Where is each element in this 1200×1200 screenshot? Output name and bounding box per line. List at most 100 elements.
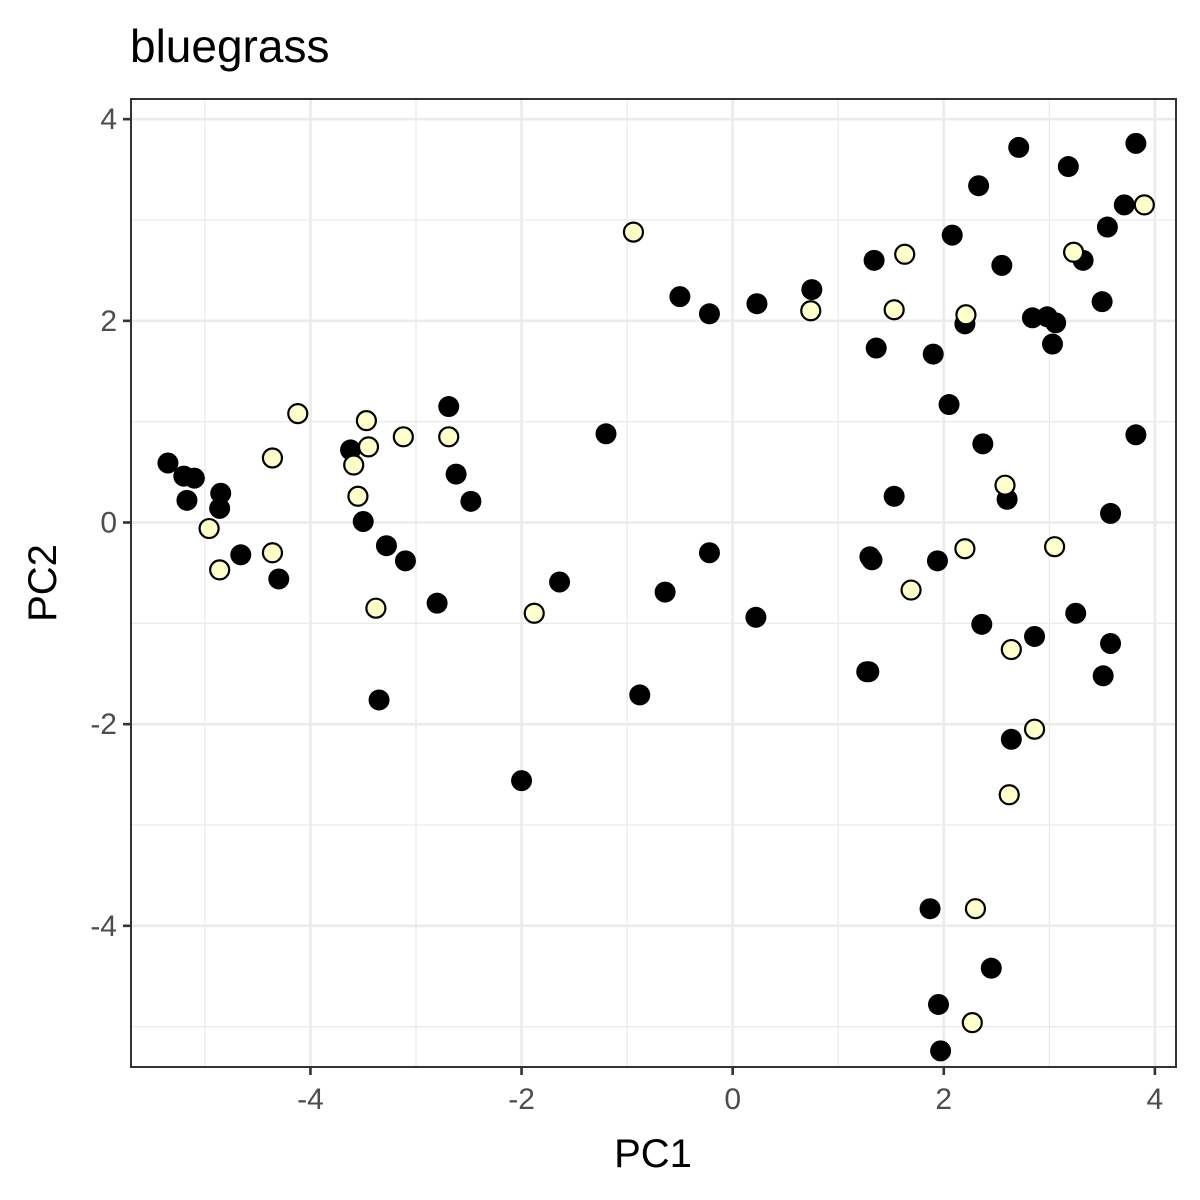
data-point-light xyxy=(1133,194,1155,216)
x-tick-label: -4 xyxy=(297,1083,324,1116)
data-point-dark xyxy=(883,485,905,507)
data-point-light xyxy=(261,542,284,564)
data-point-dark xyxy=(1113,194,1135,216)
y-tick-label: 4 xyxy=(100,103,117,136)
x-axis-title: PC1 xyxy=(614,1132,692,1176)
data-point-light xyxy=(883,299,905,321)
data-point-light xyxy=(998,784,1020,806)
data-point-dark xyxy=(858,661,880,683)
data-point-light xyxy=(365,597,387,619)
data-point-dark xyxy=(698,303,720,325)
data-point-dark xyxy=(746,293,768,315)
major-gridlines xyxy=(131,99,1176,1067)
y-tick-label: -2 xyxy=(90,708,117,741)
data-point-dark xyxy=(972,433,994,455)
data-point-light xyxy=(523,602,545,624)
data-point-dark xyxy=(801,279,823,301)
data-point-dark xyxy=(1100,502,1122,524)
chart-title: bluegrass xyxy=(130,20,329,72)
y-axis-title: PC2 xyxy=(21,544,65,622)
data-point-light xyxy=(347,485,369,507)
data-point-light xyxy=(438,426,460,448)
data-point-dark xyxy=(971,613,993,635)
data-point-dark xyxy=(549,571,571,593)
data-point-dark xyxy=(980,957,1002,979)
data-point-dark xyxy=(922,343,944,365)
data-point-dark xyxy=(919,898,941,920)
data-point-dark xyxy=(1057,156,1079,178)
data-point-light xyxy=(209,559,231,581)
data-point-light xyxy=(261,447,284,469)
data-point-dark xyxy=(930,1040,952,1062)
data-point-light xyxy=(357,436,380,458)
data-point-light xyxy=(1044,536,1066,558)
data-point-dark xyxy=(210,482,232,504)
data-point-light xyxy=(800,300,822,322)
data-point-dark xyxy=(938,394,960,416)
data-point-light xyxy=(900,579,922,601)
data-point-dark xyxy=(926,550,948,572)
data-point-dark xyxy=(183,467,205,489)
data-point-dark xyxy=(629,684,651,706)
data-point-dark xyxy=(230,544,252,566)
data-point-light xyxy=(287,403,309,425)
data-point-light xyxy=(961,1012,983,1034)
data-point-dark xyxy=(863,249,885,271)
data-point-dark xyxy=(368,689,390,711)
x-axis-ticks: -4 -2 0 2 4 xyxy=(297,1067,1163,1116)
y-tick-label: 2 xyxy=(100,305,117,338)
data-point-dark xyxy=(1042,333,1063,355)
data-point-light xyxy=(1063,241,1085,263)
data-point-dark xyxy=(745,606,767,628)
data-point-dark xyxy=(1125,424,1147,446)
data-point-dark xyxy=(1000,728,1022,750)
data-point-dark xyxy=(1125,132,1147,154)
data-point-dark xyxy=(1065,602,1087,624)
data-point-dark xyxy=(352,510,374,532)
data-point-light xyxy=(355,410,377,432)
minor-gridlines xyxy=(131,99,1176,1067)
x-tick-label: 0 xyxy=(724,1083,741,1116)
data-point-dark xyxy=(460,490,482,512)
plot-panel-border xyxy=(130,98,1177,1068)
data-point-light xyxy=(955,304,977,326)
data-point-dark xyxy=(1008,136,1030,158)
data-point-dark xyxy=(698,542,720,564)
y-tick-label: -4 xyxy=(90,910,117,943)
data-point-dark xyxy=(426,592,448,614)
data-point-dark xyxy=(268,568,290,590)
x-tick-label: 2 xyxy=(935,1083,952,1116)
y-axis-ticks: -4 -2 0 2 4 xyxy=(90,103,131,943)
data-point-light xyxy=(964,898,987,920)
data-point-dark xyxy=(375,535,397,557)
data-point-dark xyxy=(157,452,179,474)
data-point-dark xyxy=(861,549,883,571)
data-point-dark xyxy=(511,770,533,792)
data-point-dark xyxy=(865,337,887,359)
data-point-light xyxy=(1023,718,1046,740)
data-point-dark xyxy=(654,581,676,603)
data-point-dark xyxy=(1100,633,1122,654)
data-point-light xyxy=(994,474,1016,496)
data-point-light xyxy=(622,221,645,243)
data-point-dark xyxy=(438,396,460,418)
data-point-light xyxy=(392,426,414,448)
data-point-dark xyxy=(445,463,467,485)
data-point-dark xyxy=(176,489,198,511)
data-point-light xyxy=(1000,638,1022,661)
data-point-dark xyxy=(595,423,617,445)
data-point-dark xyxy=(1092,665,1114,687)
data-point-dark xyxy=(1091,291,1113,313)
data-point-light xyxy=(894,243,916,265)
data-point-dark xyxy=(669,286,691,308)
data-point-light xyxy=(954,538,976,560)
data-point-dark xyxy=(394,550,416,572)
data-point-dark xyxy=(1045,312,1067,334)
data-point-dark xyxy=(1024,625,1046,647)
data-point-dark xyxy=(968,175,990,197)
data-point-dark xyxy=(209,497,231,519)
x-tick-label: -2 xyxy=(508,1083,535,1116)
data-point-dark xyxy=(1096,216,1118,238)
data-point-dark xyxy=(941,224,963,246)
